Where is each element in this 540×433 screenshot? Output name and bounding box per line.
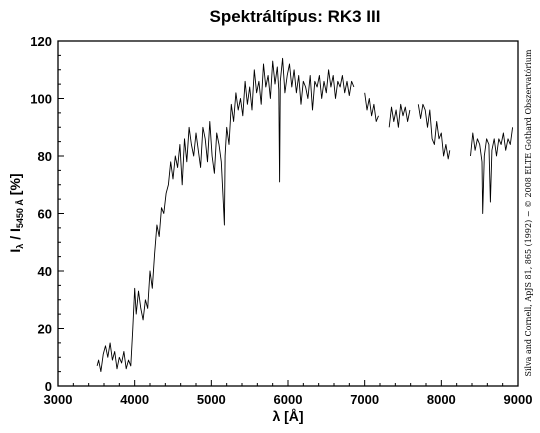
y-axis-label: Iλ / I5450 Å [%] bbox=[7, 173, 25, 252]
chart-title: Spektráltípus: RK3 III bbox=[210, 7, 381, 26]
x-tick-label: 8000 bbox=[427, 392, 456, 407]
y-label-unit: [%] bbox=[7, 173, 23, 199]
x-axis: 3000 4000 5000 6000 7000 8000 9000 bbox=[44, 380, 533, 407]
y-tick-label: 0 bbox=[45, 379, 52, 394]
y-label-separator: / I bbox=[7, 228, 23, 244]
y-tick-label: 60 bbox=[38, 207, 52, 222]
x-tick-label: 6000 bbox=[274, 392, 303, 407]
y-axis: 0 20 40 60 80 100 120 bbox=[30, 34, 64, 394]
y-label-sub-lambda: λ bbox=[15, 244, 25, 249]
spectrum-series bbox=[96, 57, 514, 373]
x-tick-label: 9000 bbox=[504, 392, 533, 407]
x-tick-label: 3000 bbox=[44, 392, 73, 407]
spectrum-line-segment bbox=[388, 103, 411, 128]
y-tick-label: 120 bbox=[30, 34, 52, 49]
credit-text: Silva and Cornell, ApJS 81, 865 (1992) −… bbox=[524, 49, 533, 376]
y-label-sub-reference: 5450 Å bbox=[15, 199, 25, 229]
y-tick-label: 80 bbox=[38, 149, 52, 164]
spectrum-line-segment bbox=[470, 127, 514, 214]
y-tick-label: 40 bbox=[38, 264, 52, 279]
y-tick-label: 20 bbox=[38, 322, 52, 337]
x-tick-label: 7000 bbox=[350, 392, 379, 407]
plot-frame bbox=[57, 40, 519, 387]
spectrum-line-segment bbox=[417, 103, 451, 160]
x-tick-label: 4000 bbox=[120, 392, 149, 407]
y-label-intensity: I bbox=[7, 249, 23, 253]
spectrum-line-segment bbox=[96, 57, 355, 373]
x-tick-label: 5000 bbox=[197, 392, 226, 407]
y-tick-label: 100 bbox=[30, 92, 52, 107]
x-axis-label: λ [Å] bbox=[272, 408, 303, 424]
spectrum-line-segment bbox=[364, 92, 379, 122]
